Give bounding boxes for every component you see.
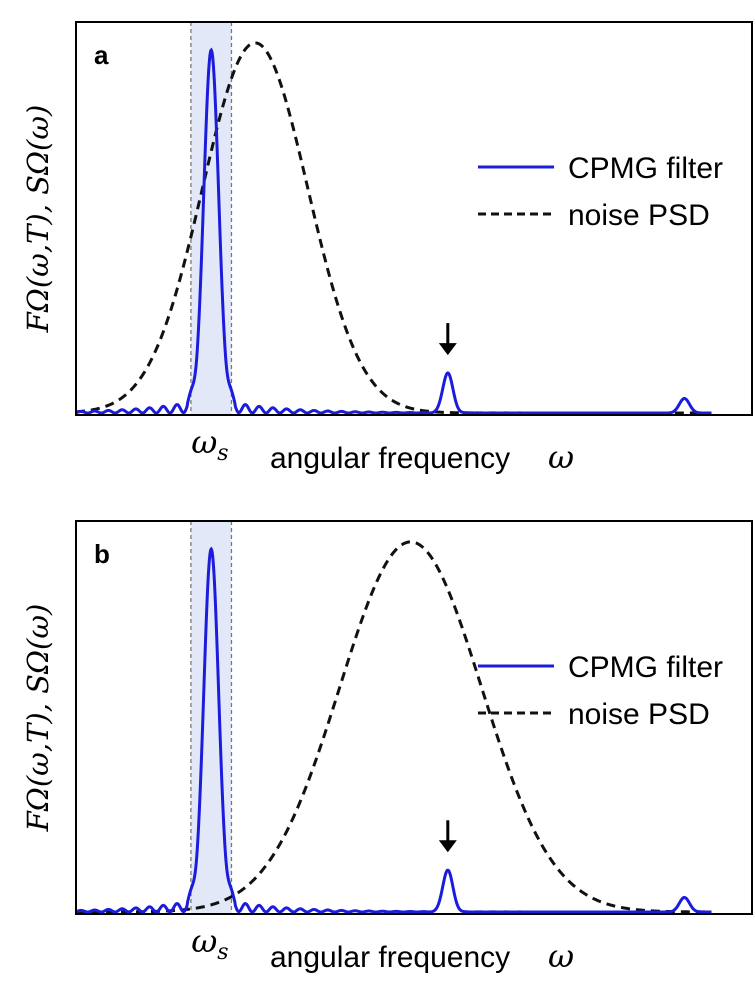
y-axis-label: FΩ(ω,T), SΩ(ω) <box>21 604 55 833</box>
legend-psd-label: noise PSD <box>568 698 710 731</box>
plot-frame <box>75 21 753 416</box>
plot-frame <box>75 520 753 915</box>
chart-panel-a: a CPMG filter noise PSD ωs angular frequency… <box>21 21 753 476</box>
x-axis-symbol: ω <box>548 937 574 975</box>
cpmg-filter-line <box>75 546 712 914</box>
x-tick-omega-s: ωs <box>191 922 228 965</box>
cpmg-filter-line <box>75 47 712 415</box>
chart-panel-b: b CPMG filter noise PSD ωs angular frequency… <box>21 520 753 975</box>
panel-label: a <box>94 40 109 70</box>
x-axis-label: angular frequency <box>270 442 510 475</box>
y-axis-label: FΩ(ω,T), SΩ(ω) <box>21 105 55 334</box>
x-tick-omega-s: ωs <box>191 423 228 466</box>
panel-label: b <box>94 539 110 569</box>
x-axis-symbol: ω <box>548 438 574 476</box>
legend-cpmg-label: CPMG filter <box>568 651 723 684</box>
x-axis-label: angular frequency <box>270 941 510 974</box>
legend-cpmg-label: CPMG filter <box>568 152 723 185</box>
legend-psd-label: noise PSD <box>568 199 710 232</box>
down-arrow-icon <box>438 840 457 853</box>
down-arrow-icon <box>438 343 457 356</box>
